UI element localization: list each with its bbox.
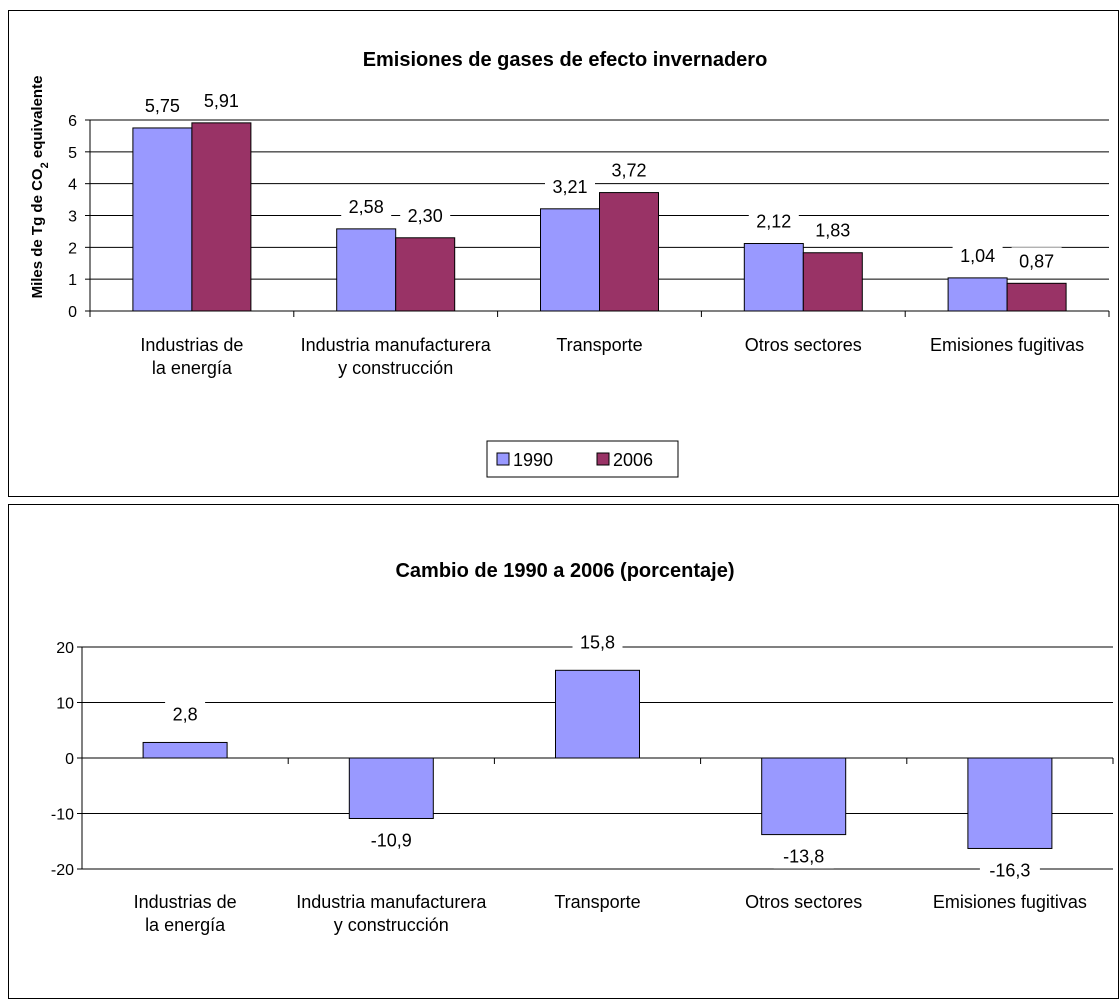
data-label-bg (979, 856, 1040, 883)
data-label-bg (361, 826, 422, 853)
y-tick-label: 20 (56, 640, 74, 657)
data-label-bg (604, 156, 654, 183)
data-label: 2,12 (756, 212, 791, 232)
y-tick-label: 10 (56, 696, 74, 713)
category-label: la energía (145, 915, 226, 935)
category-label: y construcción (338, 358, 453, 378)
data-label: 3,72 (611, 161, 646, 181)
data-label: 1,83 (815, 221, 850, 241)
data-label: -16,3 (989, 860, 1030, 880)
y-tick-label: 5 (68, 145, 77, 162)
data-label-bg (196, 86, 247, 113)
category-label: Transporte (554, 892, 640, 912)
data-label-bg (545, 172, 595, 199)
category-label: y construcción (334, 915, 449, 935)
data-label: 5,91 (204, 91, 239, 111)
data-label-bg (807, 216, 858, 243)
y-tick-label: -10 (51, 807, 74, 824)
data-label: 1,04 (960, 246, 995, 266)
bar-change-2 (555, 669, 640, 759)
data-label-bg (572, 628, 623, 655)
bar-1990-3 (743, 243, 804, 312)
legend-label-1990: 1990 (513, 450, 553, 470)
data-label: 5,75 (145, 96, 180, 116)
data-label: 2,30 (408, 206, 443, 226)
data-label-bg (400, 201, 451, 228)
bar-1990-0 (132, 127, 193, 312)
data-label: -13,8 (783, 847, 824, 867)
category-label: Industrias de (134, 892, 237, 912)
legend-swatch-2006 (596, 452, 610, 466)
category-label: Industria manufacturera (301, 335, 492, 355)
legend-box (486, 440, 679, 478)
category-label: Emisiones fugitivas (930, 335, 1084, 355)
data-label-bg (773, 842, 834, 869)
legend-label-2006: 2006 (613, 450, 653, 470)
data-label: 15,8 (580, 632, 615, 652)
bar-2006-1 (395, 237, 456, 312)
category-label: Industria manufacturera (296, 892, 487, 912)
data-label-bg (341, 192, 392, 219)
category-label: Otros sectores (745, 335, 862, 355)
bar-change-3 (761, 757, 847, 836)
bar-2006-3 (802, 252, 863, 312)
category-label: Emisiones fugitivas (933, 892, 1087, 912)
y-tick-label: 0 (65, 751, 74, 768)
y-tick-label: 1 (68, 272, 77, 289)
data-label-bg (1011, 247, 1062, 274)
emissions-chart: Emisiones de gases de efecto invernadero… (29, 49, 1110, 478)
legend: 1990 2006 (486, 440, 679, 478)
bar-change-4 (967, 757, 1053, 849)
y-tick-label: 0 (68, 304, 77, 321)
bar-change-0 (142, 741, 228, 759)
data-label: -10,9 (371, 830, 412, 850)
bar-2006-2 (599, 192, 659, 312)
chart-title: Cambio de 1990 a 2006 (porcentaje) (395, 560, 734, 582)
change-chart: Cambio de 1990 a 2006 (porcentaje) -20 -10… (51, 560, 1114, 935)
y-axis-label: Miles de Tg de CO2 equivalente (29, 76, 51, 299)
y-tick-label: 2 (68, 240, 77, 257)
data-label: 0,87 (1019, 251, 1054, 271)
emissions-chart-panel: Emisiones de gases de efecto invernadero… (8, 10, 1119, 497)
chart-title: Emisiones de gases de efecto invernadero (363, 49, 768, 71)
data-label: 2,8 (173, 704, 198, 724)
y-tick-label: -20 (51, 862, 74, 879)
bar-2006-4 (1006, 282, 1067, 312)
bar-1990-1 (336, 228, 397, 312)
data-label: 2,58 (349, 197, 384, 217)
bar-1990-2 (540, 208, 600, 312)
data-label-bg (165, 700, 206, 727)
bar-2006-0 (191, 122, 252, 312)
data-label: 3,21 (552, 177, 587, 197)
y-tick-label: 4 (68, 177, 77, 194)
data-label-bg (952, 241, 1003, 268)
category-label: Transporte (556, 335, 642, 355)
category-label: Otros sectores (745, 892, 862, 912)
legend-swatch-1990 (496, 452, 510, 466)
bar-1990-4 (947, 277, 1008, 312)
category-label: la energía (152, 358, 233, 378)
y-tick-label: 6 (68, 113, 77, 130)
bar-change-1 (348, 757, 434, 819)
change-chart-panel: Cambio de 1990 a 2006 (porcentaje) -20 -10… (8, 504, 1119, 999)
data-label-bg (137, 91, 188, 118)
data-label-bg (748, 207, 799, 234)
y-tick-label: 3 (68, 209, 77, 226)
category-label: Industrias de (140, 335, 243, 355)
